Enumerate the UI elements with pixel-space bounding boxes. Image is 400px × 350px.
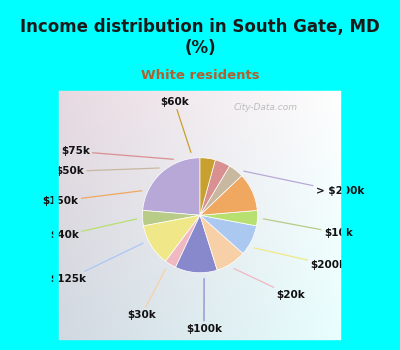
Wedge shape [200, 210, 258, 226]
Wedge shape [176, 215, 217, 273]
Text: $50k: $50k [56, 166, 159, 176]
Text: $75k: $75k [61, 146, 173, 159]
Wedge shape [200, 158, 215, 215]
Text: $150k: $150k [43, 191, 142, 206]
Text: $10k: $10k [263, 219, 352, 238]
Text: Income distribution in South Gate, MD
(%): Income distribution in South Gate, MD (%… [20, 18, 380, 57]
Wedge shape [200, 215, 243, 270]
Text: $40k: $40k [50, 219, 137, 240]
Text: $125k: $125k [51, 243, 143, 284]
Wedge shape [144, 215, 200, 261]
Wedge shape [143, 158, 200, 215]
Wedge shape [200, 176, 257, 215]
Text: $20k: $20k [234, 268, 305, 300]
Text: White residents: White residents [141, 69, 259, 82]
Text: $60k: $60k [160, 97, 191, 153]
Wedge shape [200, 160, 230, 215]
Wedge shape [142, 210, 200, 226]
Wedge shape [166, 215, 200, 267]
Text: > $200k: > $200k [244, 171, 364, 196]
Text: $30k: $30k [127, 269, 166, 320]
Wedge shape [200, 215, 256, 253]
Text: $200k: $200k [254, 248, 346, 270]
Wedge shape [200, 166, 242, 215]
Text: $100k: $100k [186, 279, 222, 334]
Text: City-Data.com: City-Data.com [234, 103, 298, 112]
